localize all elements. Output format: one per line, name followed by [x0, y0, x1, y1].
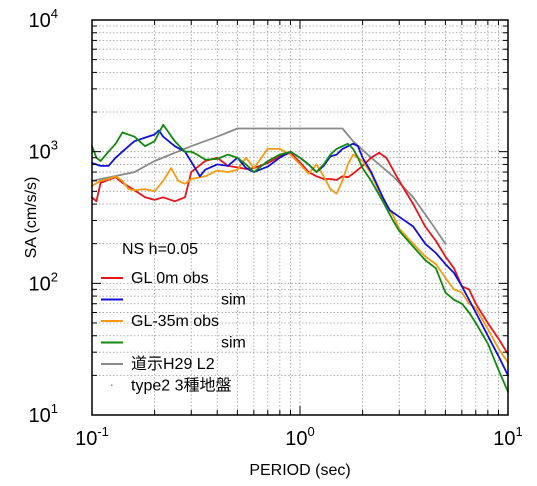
series-line-4 [91, 127, 447, 245]
x-tick-label: 100 [285, 424, 314, 450]
x-axis-label: PERIOD (sec) [249, 462, 350, 479]
legend-label-1: sim [221, 292, 246, 309]
legend-label-4: 道示H29 L2 [131, 355, 215, 373]
y-tick-label: 101 [29, 401, 58, 427]
legend-swatch-5 [111, 384, 113, 386]
legend-label-5: type2 3種地盤 [131, 377, 232, 395]
y-axis-label: SA (cm/s/s) [23, 177, 40, 259]
series-line-3 [91, 123, 509, 393]
series-line-2 [91, 148, 509, 364]
x-tick-label: 101 [493, 424, 522, 450]
legend-label-2: GL-35m obs [131, 313, 219, 330]
y-tick-label: 103 [29, 138, 58, 164]
x-tick-labels: 10-1 100 101 [75, 424, 523, 450]
axis-ticks [91, 19, 509, 416]
legend-label-0: GL 0m obs [131, 270, 209, 287]
legend-label-3: sim [221, 335, 246, 352]
y-tick-label: 104 [29, 6, 58, 32]
legend-title: NS h=0.05 [122, 241, 198, 258]
series-line-0 [91, 151, 509, 355]
x-tick-label: 10-1 [75, 424, 109, 450]
series-lines [91, 123, 509, 393]
y-tick-label: 102 [29, 269, 58, 295]
